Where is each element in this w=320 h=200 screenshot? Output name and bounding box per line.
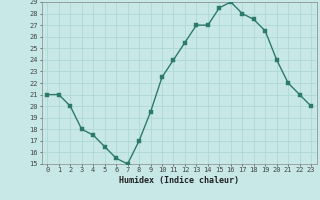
X-axis label: Humidex (Indice chaleur): Humidex (Indice chaleur)	[119, 176, 239, 185]
